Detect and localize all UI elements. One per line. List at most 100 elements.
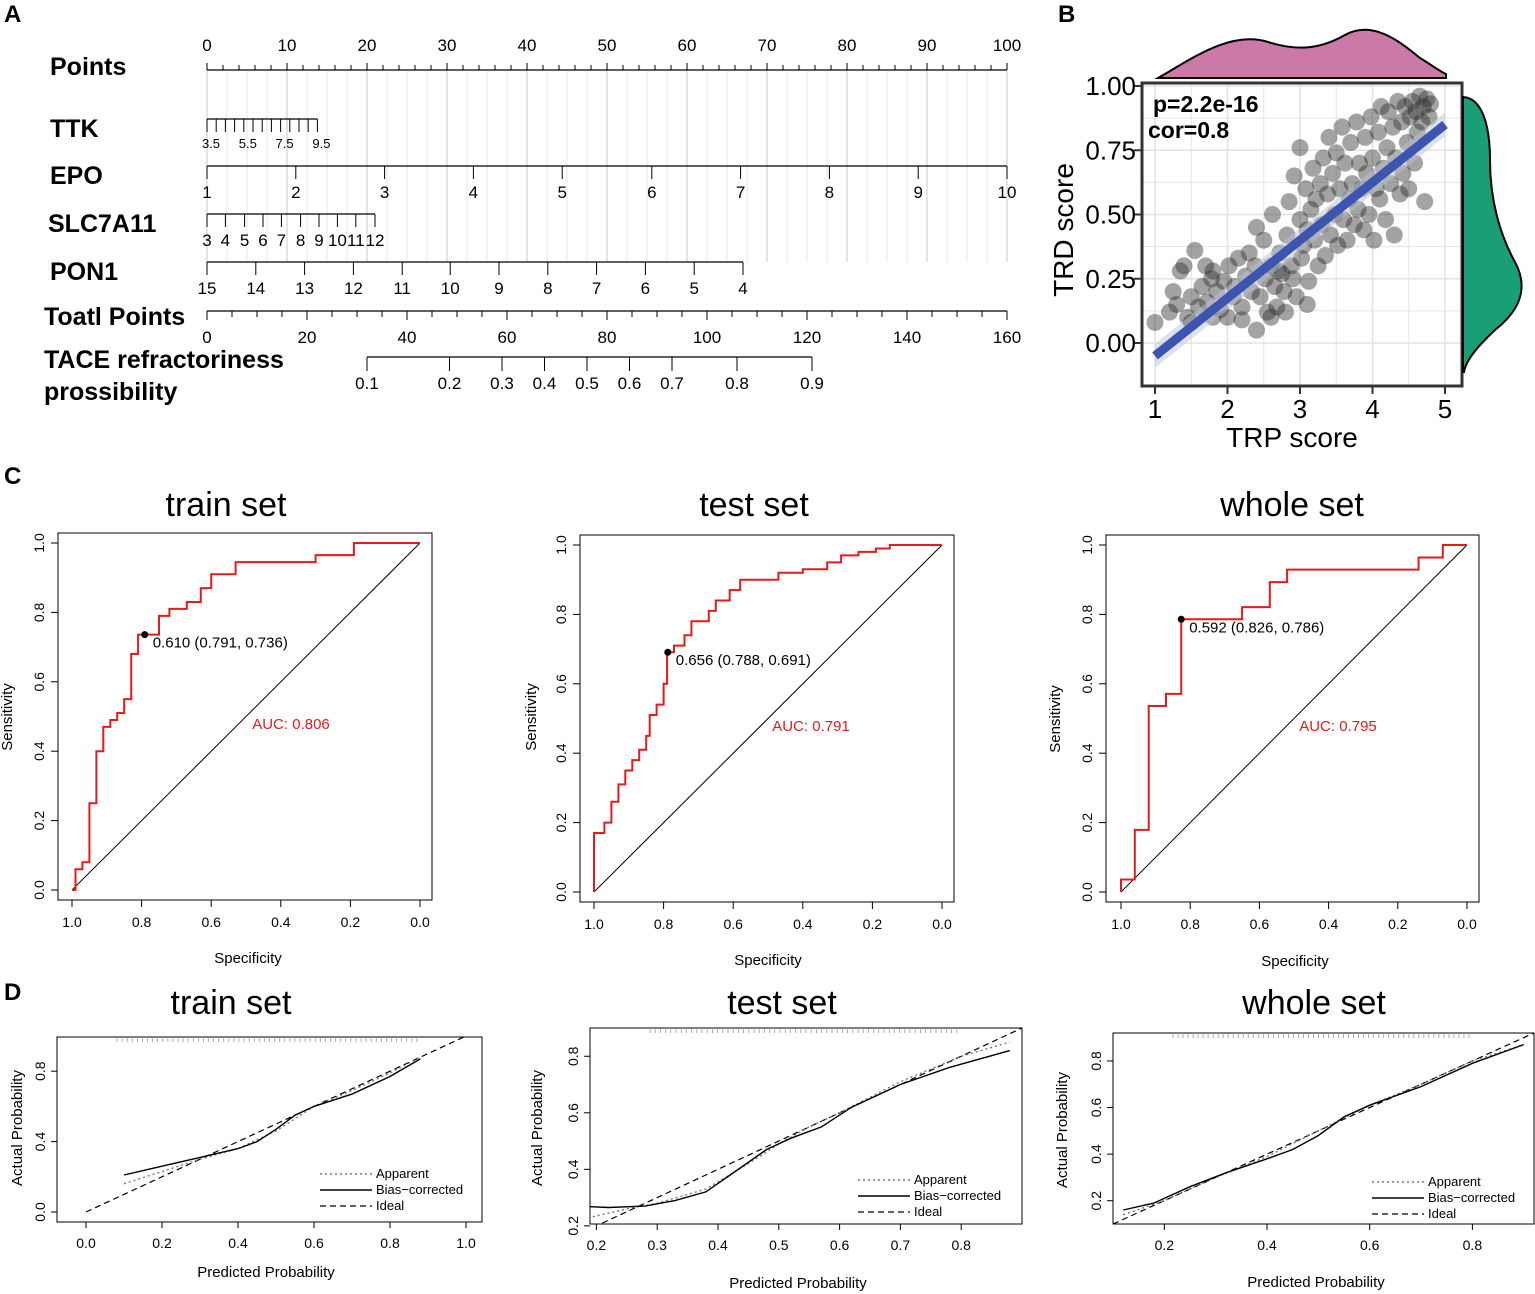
nomogram-tick-label: 0.1	[355, 374, 379, 393]
scatter-point	[1248, 218, 1265, 236]
apparent-line	[123, 1056, 421, 1185]
nomogram-tick-label: 9	[913, 183, 922, 202]
panel-label-b: B	[1058, 1, 1075, 28]
y-tick-label: 0.6	[1088, 1098, 1104, 1118]
nomogram-tick-label: 20	[358, 36, 377, 55]
x-axis-label: Predicted Probability	[1247, 1274, 1385, 1291]
scatter-point	[1285, 167, 1303, 185]
x-tick-label: 1.0	[1111, 916, 1131, 932]
y-tick-label: 0.2	[1088, 1191, 1104, 1211]
scatter-point	[1389, 92, 1407, 110]
scatter-point	[1364, 149, 1381, 167]
scatter-point	[1378, 139, 1396, 157]
y-tick-label: 0.4	[1079, 743, 1095, 763]
nomogram-label-ttk: TTK	[50, 115, 99, 143]
nomogram-tick-label: 40	[398, 328, 417, 347]
x-tick-label: 0.6	[201, 914, 221, 930]
scatter-point	[1309, 257, 1327, 275]
nomogram-tick-label: 7	[592, 279, 601, 298]
x-tick-label: 1	[1148, 394, 1162, 424]
scatter-point	[1336, 154, 1354, 172]
nomogram-tick-label: 14	[246, 279, 265, 298]
legend-ideal: Ideal	[376, 1198, 404, 1213]
scatter-point	[1251, 288, 1269, 306]
x-axis-label: Predicted Probability	[729, 1275, 867, 1292]
correlation-p-value: p=2.2e-16	[1153, 91, 1259, 117]
y-tick-label: 0.6	[553, 674, 569, 694]
scatter-point	[1355, 221, 1373, 239]
nomogram-tick-label: 9	[314, 231, 323, 250]
scatter-point	[1146, 313, 1164, 331]
roc-frame	[1105, 534, 1480, 903]
nomogram-tick-label: 3	[202, 231, 211, 250]
scatter-point	[1356, 128, 1374, 146]
scatter-point	[1182, 288, 1200, 306]
y-axis-label: Actual Probability	[529, 1070, 546, 1186]
calibration-title: test set	[727, 984, 837, 1022]
x-axis-label: Specificity	[214, 950, 282, 967]
scatter-point	[1327, 144, 1345, 162]
scatter-point	[1297, 180, 1315, 198]
scatter-point	[1186, 241, 1204, 259]
nomogram-tick-label: 50	[598, 36, 617, 55]
auc-label: AUC: 0.795	[1299, 718, 1377, 735]
scatter-point	[1401, 108, 1419, 126]
x-tick-label: 0.0	[76, 1235, 96, 1251]
bias-corrected-line	[123, 1058, 421, 1176]
scatter-point	[1407, 103, 1425, 121]
x-tick-label: 0.4	[271, 914, 291, 930]
x-tick-label: 3	[1293, 394, 1307, 424]
x-tick-label: 0.8	[380, 1235, 400, 1251]
calibration-lines	[85, 1037, 466, 1213]
x-tick-label: 0.6	[304, 1235, 324, 1251]
y-tick-label: 0.0	[1079, 882, 1095, 902]
y-tick-label: 0.8	[553, 604, 569, 624]
roc-title: train set	[166, 486, 287, 524]
nomogram-label-probability: TACE refractoriness	[44, 346, 284, 374]
y-tick-label: 0.8	[1088, 1051, 1104, 1071]
x-tick-label: 4	[1365, 394, 1379, 424]
x-tick-label: 0.8	[654, 916, 674, 932]
nomogram-tick-label: 9	[494, 279, 503, 298]
scatter-point	[1350, 154, 1368, 172]
scatter-point	[1284, 270, 1302, 288]
scatter-point	[1384, 118, 1402, 136]
nomogram-tick-label: 0.3	[490, 374, 514, 393]
calibration-lines	[590, 1028, 1022, 1224]
y-tick-label: 0.4	[553, 743, 569, 763]
nomogram-tick-label: 5	[240, 231, 249, 250]
scatter-point	[1414, 98, 1432, 116]
nomogram-tick-label: 60	[498, 328, 517, 347]
calibration-title: whole set	[1241, 984, 1386, 1022]
nomogram-tick-label: 13	[295, 279, 314, 298]
scatter-point	[1369, 123, 1387, 141]
scatter-point	[1197, 257, 1215, 275]
nomogram-tick-label: 7	[736, 183, 745, 202]
roc-panels: 0.610 (0.791, 0.736) AUC: 0.806 train set 1…	[0, 486, 1480, 970]
nomogram-tick-label: 0.2	[438, 374, 462, 393]
scatter-point	[1320, 128, 1338, 146]
scatter-point	[1229, 249, 1247, 267]
ideal-line	[598, 1028, 1022, 1224]
threshold-point	[1177, 615, 1185, 623]
nomogram-tick-label: 12	[344, 279, 363, 298]
x-tick-label: 0.2	[863, 916, 883, 932]
scatter-point	[1262, 308, 1280, 326]
scatter-point	[1319, 185, 1337, 203]
scatter-point	[1220, 257, 1238, 275]
x-axis-label: Specificity	[734, 952, 802, 969]
scatter-point	[1161, 303, 1178, 321]
nomogram-tick-label: 15	[198, 279, 217, 298]
scatter-point	[1416, 193, 1434, 211]
y-tick-label: 0.4	[31, 741, 47, 761]
legend-apparent: Apparent	[1428, 1174, 1481, 1189]
nomogram-tick-label: 100	[693, 328, 721, 347]
x-tick-label: 5	[1438, 394, 1452, 424]
scatter-point	[1422, 95, 1439, 113]
x-tick-label: 0.8	[132, 914, 152, 930]
y-tick-label: 0.6	[1079, 674, 1095, 694]
y-tick-label: 0.2	[1079, 813, 1095, 833]
scatter-point	[1298, 295, 1316, 313]
